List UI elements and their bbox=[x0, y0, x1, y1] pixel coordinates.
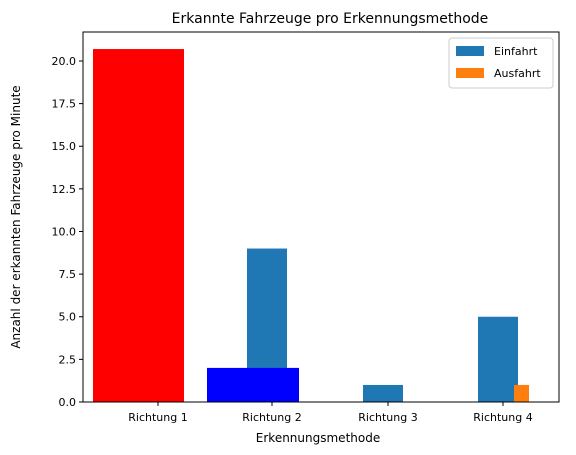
y-tick-label: 2.5 bbox=[59, 353, 77, 366]
y-tick-label: 10.0 bbox=[52, 225, 77, 238]
y-tick-label: 20.0 bbox=[52, 55, 77, 68]
y-axis: 0.0 2.5 5.0 7.5 10.0 12.5 15.0 17.5 20.0 bbox=[52, 55, 83, 409]
x-tick-label: Richtung 2 bbox=[242, 411, 301, 424]
overlay-bar-1 bbox=[93, 49, 184, 402]
bar-einfahrt-4 bbox=[478, 316, 518, 402]
plot-area bbox=[93, 49, 529, 402]
x-tick-label: Richtung 1 bbox=[128, 411, 187, 424]
y-tick-label: 5.0 bbox=[59, 311, 77, 324]
y-tick-label: 17.5 bbox=[52, 98, 77, 111]
x-axis-label: Erkennungsmethode bbox=[256, 431, 380, 445]
legend-label: Ausfahrt bbox=[494, 67, 541, 80]
y-tick-label: 7.5 bbox=[59, 268, 77, 281]
y-tick-label: 12.5 bbox=[52, 183, 77, 196]
legend-swatch-ausfahrt bbox=[456, 68, 484, 78]
legend: Einfahrt Ausfahrt bbox=[448, 37, 554, 89]
chart-title: Erkannte Fahrzeuge pro Erkennungsmethode bbox=[172, 11, 489, 27]
x-tick-label: Richtung 4 bbox=[473, 411, 532, 424]
x-axis: Richtung 1 Richtung 2 Richtung 3 Richtung 4 bbox=[128, 402, 533, 424]
y-tick-label: 0.0 bbox=[59, 396, 77, 409]
legend-label: Einfahrt bbox=[494, 45, 538, 58]
y-tick-label: 15.0 bbox=[52, 140, 77, 153]
bar-ausfahrt-4 bbox=[514, 384, 529, 402]
plot-frame bbox=[82, 31, 560, 403]
bar-einfahrt-3 bbox=[363, 384, 403, 402]
overlay-bar-2 bbox=[207, 367, 299, 402]
y-axis-label: Anzahl der erkannten Fahrzeuge pro Minut… bbox=[9, 85, 23, 348]
x-tick-label: Richtung 3 bbox=[358, 411, 417, 424]
legend-swatch-einfahrt bbox=[456, 46, 484, 56]
